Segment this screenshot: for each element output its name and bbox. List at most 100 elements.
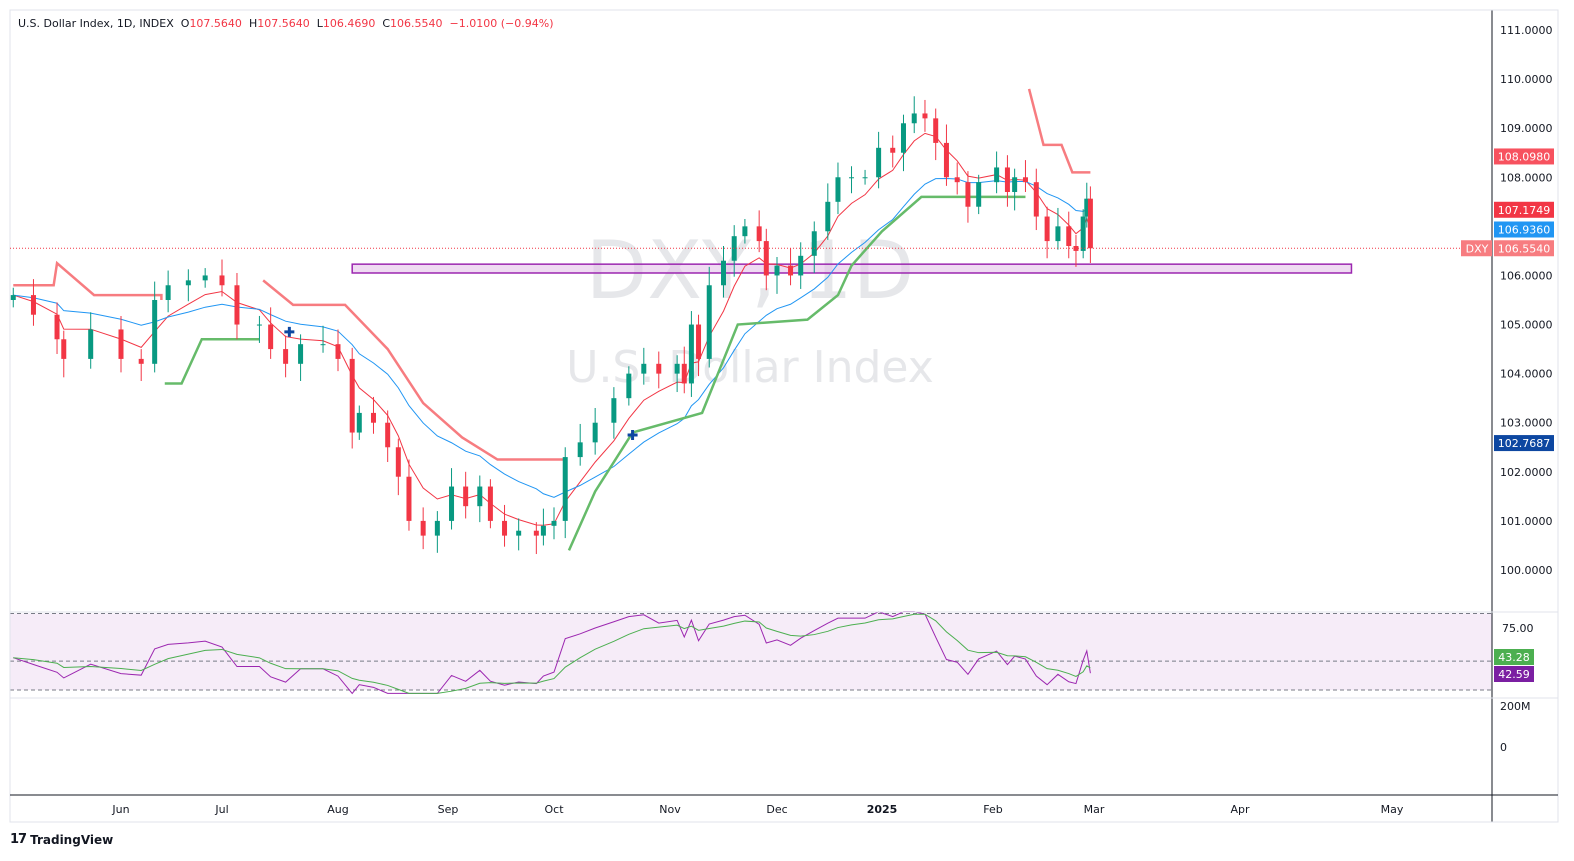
candle-body	[61, 339, 67, 359]
candle-body	[798, 255, 804, 276]
ma-slow-line	[13, 177, 1091, 498]
volume-tick-label: 0	[1500, 741, 1507, 754]
candle-body	[835, 177, 841, 202]
candle-body	[138, 358, 144, 364]
candle-body	[551, 520, 557, 526]
price-badge	[1494, 240, 1554, 257]
price-badge	[1494, 148, 1554, 165]
price-badge	[1494, 201, 1554, 218]
candle-body	[356, 412, 362, 433]
candle-body	[890, 147, 896, 153]
candle-body	[449, 486, 455, 521]
candle-body	[540, 525, 546, 536]
time-tick-label: Jun	[111, 803, 129, 816]
time-tick-label: Jul	[214, 803, 228, 816]
candle-body	[706, 285, 712, 359]
candle-body	[1022, 177, 1028, 183]
rsi-ma-line	[13, 613, 1091, 694]
candle-body	[202, 275, 208, 281]
time-tick-label: Apr	[1230, 803, 1250, 816]
candle-body	[641, 363, 647, 374]
symbol-legend: U.S. Dollar Index, 1D, INDEX O107.5640 H…	[18, 17, 554, 30]
candle-body	[516, 530, 522, 536]
time-tick-label: May	[1381, 803, 1404, 816]
cross-marker-icon	[284, 326, 295, 337]
candle-body	[1012, 177, 1018, 192]
price-badge-label: 108.0980	[1498, 150, 1551, 163]
candle-body	[688, 324, 694, 384]
trailing-stop-up	[262, 279, 566, 461]
candle-body	[406, 476, 412, 521]
candle-body	[385, 422, 391, 448]
candle-body	[533, 530, 539, 536]
candle-body	[298, 344, 304, 364]
time-tick-label: Sep	[438, 803, 459, 816]
price-tick-label: 101.0000	[1500, 515, 1553, 528]
candle-body	[502, 520, 508, 536]
close-value: 106.5540	[390, 17, 443, 30]
price-badge	[1494, 221, 1554, 238]
candle-body	[1084, 198, 1090, 217]
candle-body	[234, 285, 240, 325]
candle-body	[370, 412, 376, 423]
candle-body	[1080, 216, 1086, 251]
watermark-name: U.S. Dollar Index	[566, 342, 934, 393]
time-tick-label: Dec	[766, 803, 787, 816]
candle-body	[1066, 226, 1072, 246]
price-badge	[1494, 435, 1554, 452]
volume-tick-label: 200M	[1500, 700, 1531, 713]
price-badge-label: 102.7687	[1498, 437, 1551, 450]
price-badge-label: 106.9360	[1498, 224, 1551, 237]
rsi-ma-value: 43.28	[1498, 651, 1530, 664]
candle-body	[463, 486, 469, 507]
candle-body	[788, 265, 794, 276]
candle-body	[911, 113, 917, 124]
candle-body	[1044, 216, 1050, 242]
time-tick-label: Feb	[983, 803, 1002, 816]
cross-marker-icon	[627, 429, 638, 440]
change-value: −1.0100 (−0.94%)	[449, 17, 554, 30]
candle-body	[577, 442, 583, 458]
candle-body	[320, 344, 326, 346]
candle-body	[1004, 167, 1010, 192]
price-tick-label: 103.0000	[1500, 417, 1553, 430]
candle-body	[731, 236, 737, 261]
candle-body	[54, 314, 60, 340]
time-tick-label: Oct	[544, 803, 564, 816]
rsi-band	[10, 613, 1492, 690]
rsi-scale-label: 75.00	[1502, 622, 1534, 635]
price-tick-label: 104.0000	[1500, 368, 1553, 381]
candle-body	[656, 363, 662, 374]
candle-body	[954, 177, 960, 183]
candle-body	[1055, 226, 1061, 242]
candle-body	[721, 260, 726, 286]
candle-body	[335, 344, 341, 359]
time-tick-label: Mar	[1084, 803, 1105, 816]
candle-body	[1087, 198, 1093, 249]
tradingview-logo[interactable]: 17 TradingView	[10, 832, 114, 847]
ema-fast-line	[13, 132, 1091, 526]
candle-body	[268, 324, 274, 350]
trailing-stop-up	[1027, 88, 1091, 174]
low-value: 106.4690	[322, 17, 376, 30]
candle-body	[434, 520, 440, 536]
candle-body	[611, 398, 617, 423]
candle-body	[994, 167, 1000, 183]
price-tick-label: 100.0000	[1500, 564, 1553, 577]
candle-body	[774, 265, 780, 276]
price-tick-label: 102.0000	[1500, 466, 1553, 479]
candle-body	[420, 520, 426, 536]
candle-body	[562, 457, 568, 521]
candle-body	[763, 241, 769, 276]
candle-body	[487, 486, 493, 521]
candle-body	[976, 182, 982, 207]
candle-body	[965, 182, 971, 207]
candle-body	[256, 324, 262, 326]
time-tick-label: 2025	[867, 803, 898, 816]
symbol-title: U.S. Dollar Index, 1D, INDEX	[18, 17, 174, 30]
candle-body	[696, 324, 702, 359]
candle-body	[1033, 182, 1039, 217]
high-value: 107.5640	[257, 17, 310, 30]
